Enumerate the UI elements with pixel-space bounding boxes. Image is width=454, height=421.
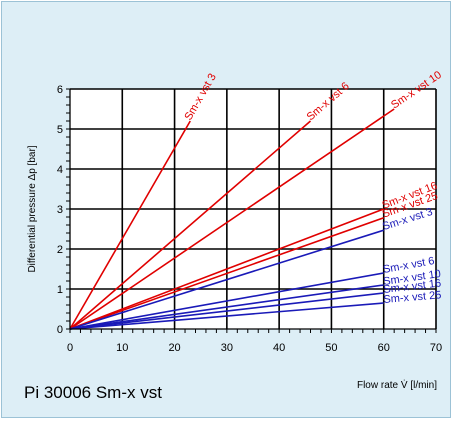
axes: 0 10 20 30 40 50 60 70 0 1 2 3 4 5 6 — [57, 84, 442, 354]
y-tick-label: 4 — [57, 164, 63, 176]
series-label: Sm-x vst 25 — [383, 289, 442, 306]
x-tick-label: 60 — [378, 342, 390, 354]
y-axis-label: Differential pressure Δp [bar] — [27, 145, 38, 272]
series-line — [69, 284, 384, 330]
grid — [70, 88, 437, 329]
series-line — [69, 120, 191, 330]
x-tick-label: 30 — [221, 342, 233, 354]
series-layer — [69, 108, 395, 330]
x-tick-label: 20 — [168, 342, 180, 354]
x-tick-label: 50 — [325, 342, 337, 354]
series-line — [69, 292, 384, 330]
x-axis-label: Flow rate V̇ [l/min] — [357, 378, 437, 391]
x-tick-label: 0 — [67, 342, 73, 354]
y-tick-label: 1 — [57, 284, 63, 296]
series-line — [69, 272, 384, 330]
x-tick-label: 10 — [116, 342, 128, 354]
y-tick-label: 0 — [57, 324, 63, 336]
y-tick-label: 5 — [57, 124, 63, 136]
x-tick-label: 70 — [430, 342, 442, 354]
series-line — [69, 120, 312, 330]
y-tick-label: 2 — [57, 244, 63, 256]
y-tick-label: 6 — [57, 84, 63, 96]
y-tick-label: 3 — [57, 204, 63, 216]
series-line — [69, 302, 384, 330]
series-line — [69, 208, 385, 330]
series-line — [69, 108, 395, 330]
series-line — [69, 217, 384, 330]
series-line — [69, 229, 384, 330]
x-tick-label: 40 — [273, 342, 285, 354]
chart-caption: Pi 30006 Sm-x vst — [24, 383, 162, 402]
